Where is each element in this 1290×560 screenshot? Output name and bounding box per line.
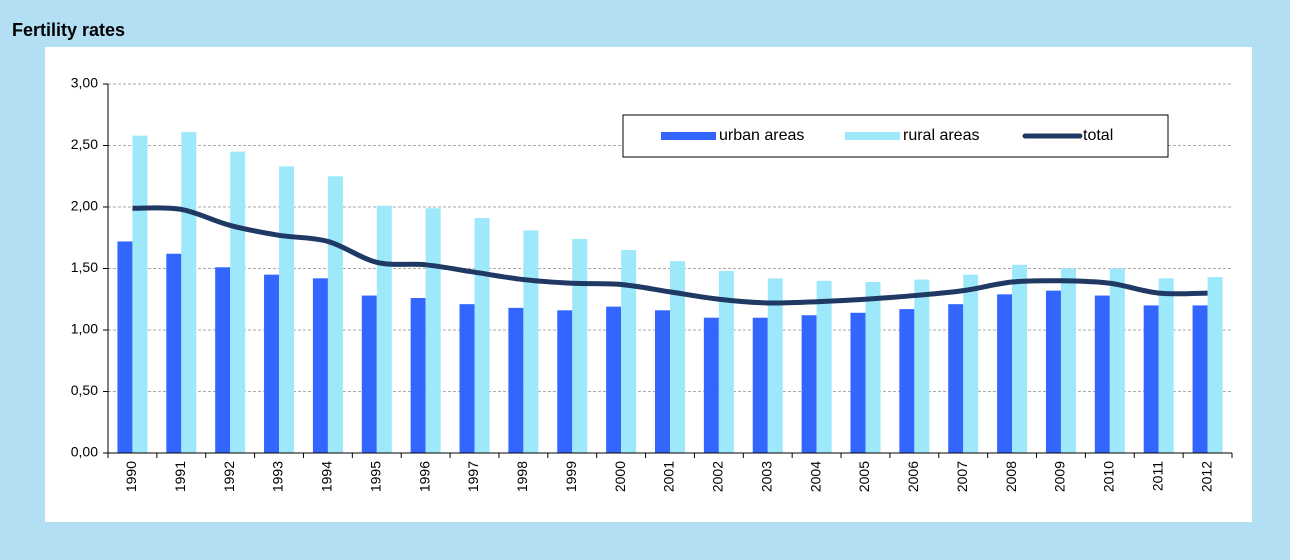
legend-swatch <box>845 132 900 140</box>
bar <box>606 306 622 453</box>
bar <box>1060 268 1076 453</box>
y-tick-label: 1,50 <box>71 259 98 275</box>
bar <box>117 241 133 453</box>
bar <box>850 312 866 453</box>
x-tick-label: 2009 <box>1052 461 1068 492</box>
y-tick-label: 2,50 <box>71 136 98 152</box>
bar <box>670 261 685 453</box>
x-tick-label: 2003 <box>758 461 774 492</box>
x-tick-label: 2006 <box>905 461 921 492</box>
y-tick-label: 3,00 <box>71 75 98 91</box>
bar <box>963 274 979 453</box>
bar <box>425 208 441 453</box>
bar <box>215 267 231 453</box>
bar <box>1109 268 1125 453</box>
x-tick-label: 2008 <box>1003 461 1019 492</box>
x-tick-label: 2007 <box>954 461 970 492</box>
legend-swatch <box>661 132 716 140</box>
x-tick-label: 1990 <box>123 461 139 492</box>
y-tick-label: 0,50 <box>71 382 98 398</box>
bar <box>899 309 915 453</box>
bar <box>459 304 475 453</box>
bar <box>914 279 930 453</box>
bar <box>767 278 783 453</box>
x-tick-label: 2001 <box>661 461 677 492</box>
bar <box>1207 277 1223 453</box>
legend-label: urban areas <box>719 127 804 144</box>
bar <box>1158 278 1174 453</box>
x-tick-label: 1992 <box>221 461 237 492</box>
x-tick-label: 1995 <box>367 461 383 492</box>
legend-label: rural areas <box>903 127 979 144</box>
bar <box>264 274 280 453</box>
x-tick-label: 1991 <box>172 461 188 492</box>
bar <box>1094 295 1110 453</box>
bar <box>312 278 328 453</box>
bar <box>361 295 377 453</box>
x-tick-label: 1997 <box>465 461 481 492</box>
bar <box>474 218 490 453</box>
bar <box>948 304 964 453</box>
bar <box>1192 305 1208 453</box>
bar <box>181 131 197 453</box>
bar <box>865 282 881 453</box>
x-tick-label: 1993 <box>270 461 286 492</box>
bar <box>376 205 392 453</box>
x-tick-label: 2011 <box>1149 461 1165 491</box>
bar <box>1012 264 1028 453</box>
bar <box>572 238 588 453</box>
x-tick-label: 2004 <box>807 461 823 492</box>
x-tick-label: 2002 <box>710 461 726 492</box>
y-tick-label: 1,00 <box>71 321 98 337</box>
x-tick-label: 1999 <box>563 461 579 492</box>
chart-title: Fertility rates <box>12 20 125 40</box>
bar <box>327 176 343 453</box>
bar <box>621 250 637 453</box>
x-tick-label: 2010 <box>1101 461 1117 492</box>
bar <box>801 315 817 453</box>
bar <box>816 280 832 453</box>
x-tick-label: 1994 <box>319 461 335 492</box>
bar <box>508 307 524 453</box>
bar <box>279 166 295 453</box>
bar <box>1143 305 1159 453</box>
bar <box>752 317 768 453</box>
y-tick-label: 2,00 <box>71 198 98 214</box>
x-tick-label: 1998 <box>514 461 530 492</box>
bar <box>1045 290 1061 453</box>
bar <box>132 135 148 453</box>
line <box>132 205 1208 306</box>
x-tick-label: 1996 <box>416 461 432 492</box>
bar <box>997 294 1013 453</box>
x-tick-label: 2000 <box>612 461 628 492</box>
bar <box>523 230 539 453</box>
legend-label: total <box>1083 127 1113 144</box>
bar <box>718 270 734 453</box>
bar <box>655 310 670 453</box>
x-tick-label: 2005 <box>856 461 872 492</box>
bar <box>703 317 719 453</box>
y-tick-label: 0,00 <box>71 444 98 460</box>
bar <box>410 298 426 453</box>
bar <box>557 310 573 453</box>
x-tick-label: 2012 <box>1198 461 1214 492</box>
bar <box>166 253 182 453</box>
bar <box>230 151 246 453</box>
